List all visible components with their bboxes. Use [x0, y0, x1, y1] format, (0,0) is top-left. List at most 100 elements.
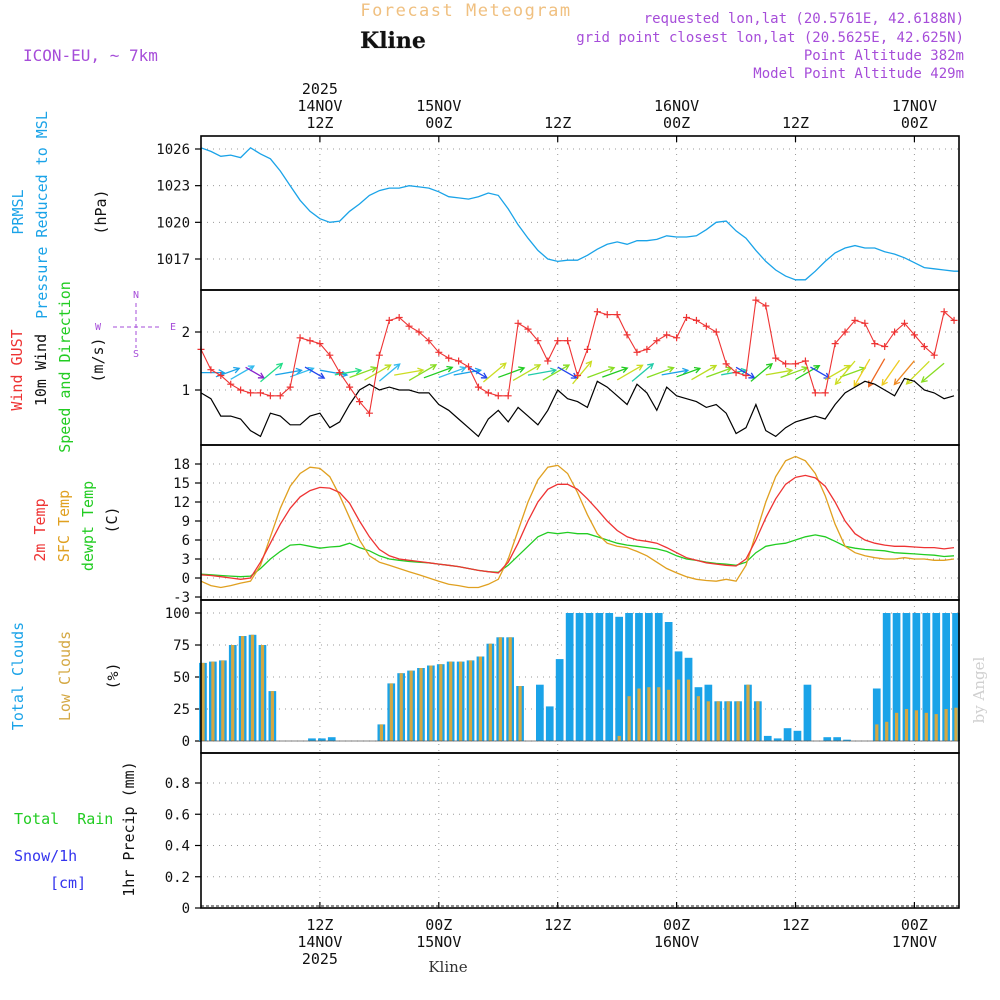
- wind-arrow-shaft: [482, 362, 507, 383]
- y-tick-label: 0: [182, 901, 190, 917]
- wind-arrow-head: [893, 378, 901, 386]
- low-cloud-bar: [696, 696, 700, 741]
- time-label-bottom: 00Z: [901, 916, 928, 934]
- low-cloud-bar: [657, 687, 661, 741]
- total-cloud-bar: [932, 613, 941, 741]
- total-cloud-bar: [872, 688, 881, 741]
- time-label-top: 14NOV: [297, 97, 342, 115]
- wind-arrow-shaft: [275, 369, 302, 376]
- dewpt-label: dewpt Temp: [79, 481, 97, 571]
- total-cloud-bar: [654, 613, 663, 741]
- gust-marker: [554, 337, 562, 345]
- wind-arrow-head: [905, 378, 913, 385]
- gust-marker: [247, 389, 255, 397]
- y-tick-label: 6: [182, 533, 190, 549]
- low-cloud-bar: [885, 721, 889, 741]
- snow-label: Snow/1h: [14, 847, 77, 865]
- low-cloud-bar: [934, 714, 938, 741]
- wind-arrow-shaft: [810, 366, 830, 379]
- wind-arrow-shaft: [542, 364, 570, 381]
- wind-arrow: [512, 364, 542, 381]
- wind-arrow: [542, 364, 571, 381]
- time-label-top: 00Z: [901, 114, 928, 132]
- low-cloud-bar: [439, 664, 443, 741]
- time-label-bottom: 12Z: [306, 916, 333, 934]
- y-tick-label: 25: [173, 702, 190, 718]
- total-cloud-bar: [803, 684, 812, 741]
- wind-arrow-shaft: [646, 367, 674, 379]
- low-cloud-bar: [944, 709, 948, 741]
- low-cloud-bar: [746, 684, 750, 741]
- gust-marker: [643, 345, 651, 353]
- wind-arrow-head: [682, 367, 690, 375]
- requested-point: requested lon,lat (20.5761E, 42.6188N): [644, 11, 964, 27]
- gust-marker: [722, 360, 730, 368]
- wind-arrow: [795, 365, 821, 381]
- total-cloud-bar: [793, 730, 802, 741]
- total-cloud-bar: [833, 737, 841, 741]
- gust-marker: [326, 351, 334, 359]
- low-cloud-bar: [221, 660, 225, 741]
- pressure-line: [200, 146, 959, 281]
- wind-arrow: [893, 360, 915, 386]
- total-cloud-bar: [635, 613, 643, 741]
- wind-arrow: [691, 364, 718, 381]
- wind-arrow-shaft: [527, 369, 557, 376]
- compass-w: W: [95, 322, 102, 333]
- wind-arrow-head: [384, 364, 392, 371]
- wind-speed-line: [200, 377, 955, 438]
- wind-arrow-shaft: [304, 366, 325, 379]
- gust-marker: [405, 322, 413, 330]
- clouds-unit: (%): [104, 662, 122, 689]
- gust-marker: [901, 319, 909, 327]
- wind-arrow-head: [446, 365, 454, 373]
- gust-marker: [425, 337, 433, 345]
- time-label-bottom: 14NOV: [297, 933, 342, 951]
- low-cloud-bar: [726, 701, 730, 741]
- gust-marker: [712, 328, 720, 336]
- gust-marker: [910, 331, 918, 339]
- wind-arrow: [423, 365, 454, 379]
- gust-marker: [821, 389, 829, 397]
- gust-marker: [435, 348, 443, 356]
- gust-marker: [474, 383, 482, 391]
- y-tick-label: 12: [173, 495, 190, 511]
- y-tick-label: 1020: [156, 215, 190, 231]
- wind-arrow-shaft: [706, 367, 732, 378]
- wind-arrow: [572, 360, 593, 385]
- wind-arrow-shaft: [587, 367, 615, 379]
- wind-arrow: [275, 367, 303, 376]
- gust-marker: [395, 314, 403, 321]
- gust-marker: [762, 302, 770, 310]
- time-label-top: 00Z: [425, 114, 452, 132]
- wind-arrow-shaft: [364, 364, 391, 381]
- plot-layer: 101710201023102612-303691215180255075100…: [156, 80, 960, 968]
- wind-arrow: [750, 362, 774, 382]
- y-tick-label: 3: [182, 552, 190, 568]
- total-cloud-bar: [823, 737, 832, 741]
- y-tick-label: 1017: [156, 252, 190, 268]
- snow-unit-label: [cm]: [50, 874, 86, 892]
- gust-marker: [871, 340, 879, 348]
- low-cloud-bar: [904, 709, 909, 741]
- wind-arrow: [810, 366, 831, 379]
- y-tick-label: 0.6: [165, 807, 190, 823]
- gust-marker: [792, 360, 800, 368]
- wind-arrow-shaft: [661, 369, 689, 376]
- low-cloud-bar: [627, 696, 631, 741]
- gust-marker: [574, 372, 582, 379]
- gust-marker: [465, 363, 473, 371]
- sfc-temp-label: SFC Temp: [55, 490, 73, 562]
- wind-arrow: [616, 364, 644, 381]
- wind-arrow-head: [881, 378, 888, 387]
- low-cloud-bar: [478, 656, 482, 741]
- wind-arrow-head: [853, 380, 860, 388]
- gust-marker: [356, 398, 364, 406]
- total-cloud-bar: [912, 613, 921, 741]
- time-label-top: 17NOV: [892, 97, 937, 115]
- total-cloud-bar: [922, 613, 931, 741]
- wind-arrow: [602, 366, 629, 378]
- wind-arrow: [438, 366, 467, 379]
- low-cloud-bar: [667, 689, 671, 741]
- low-cloud-bar: [637, 688, 641, 741]
